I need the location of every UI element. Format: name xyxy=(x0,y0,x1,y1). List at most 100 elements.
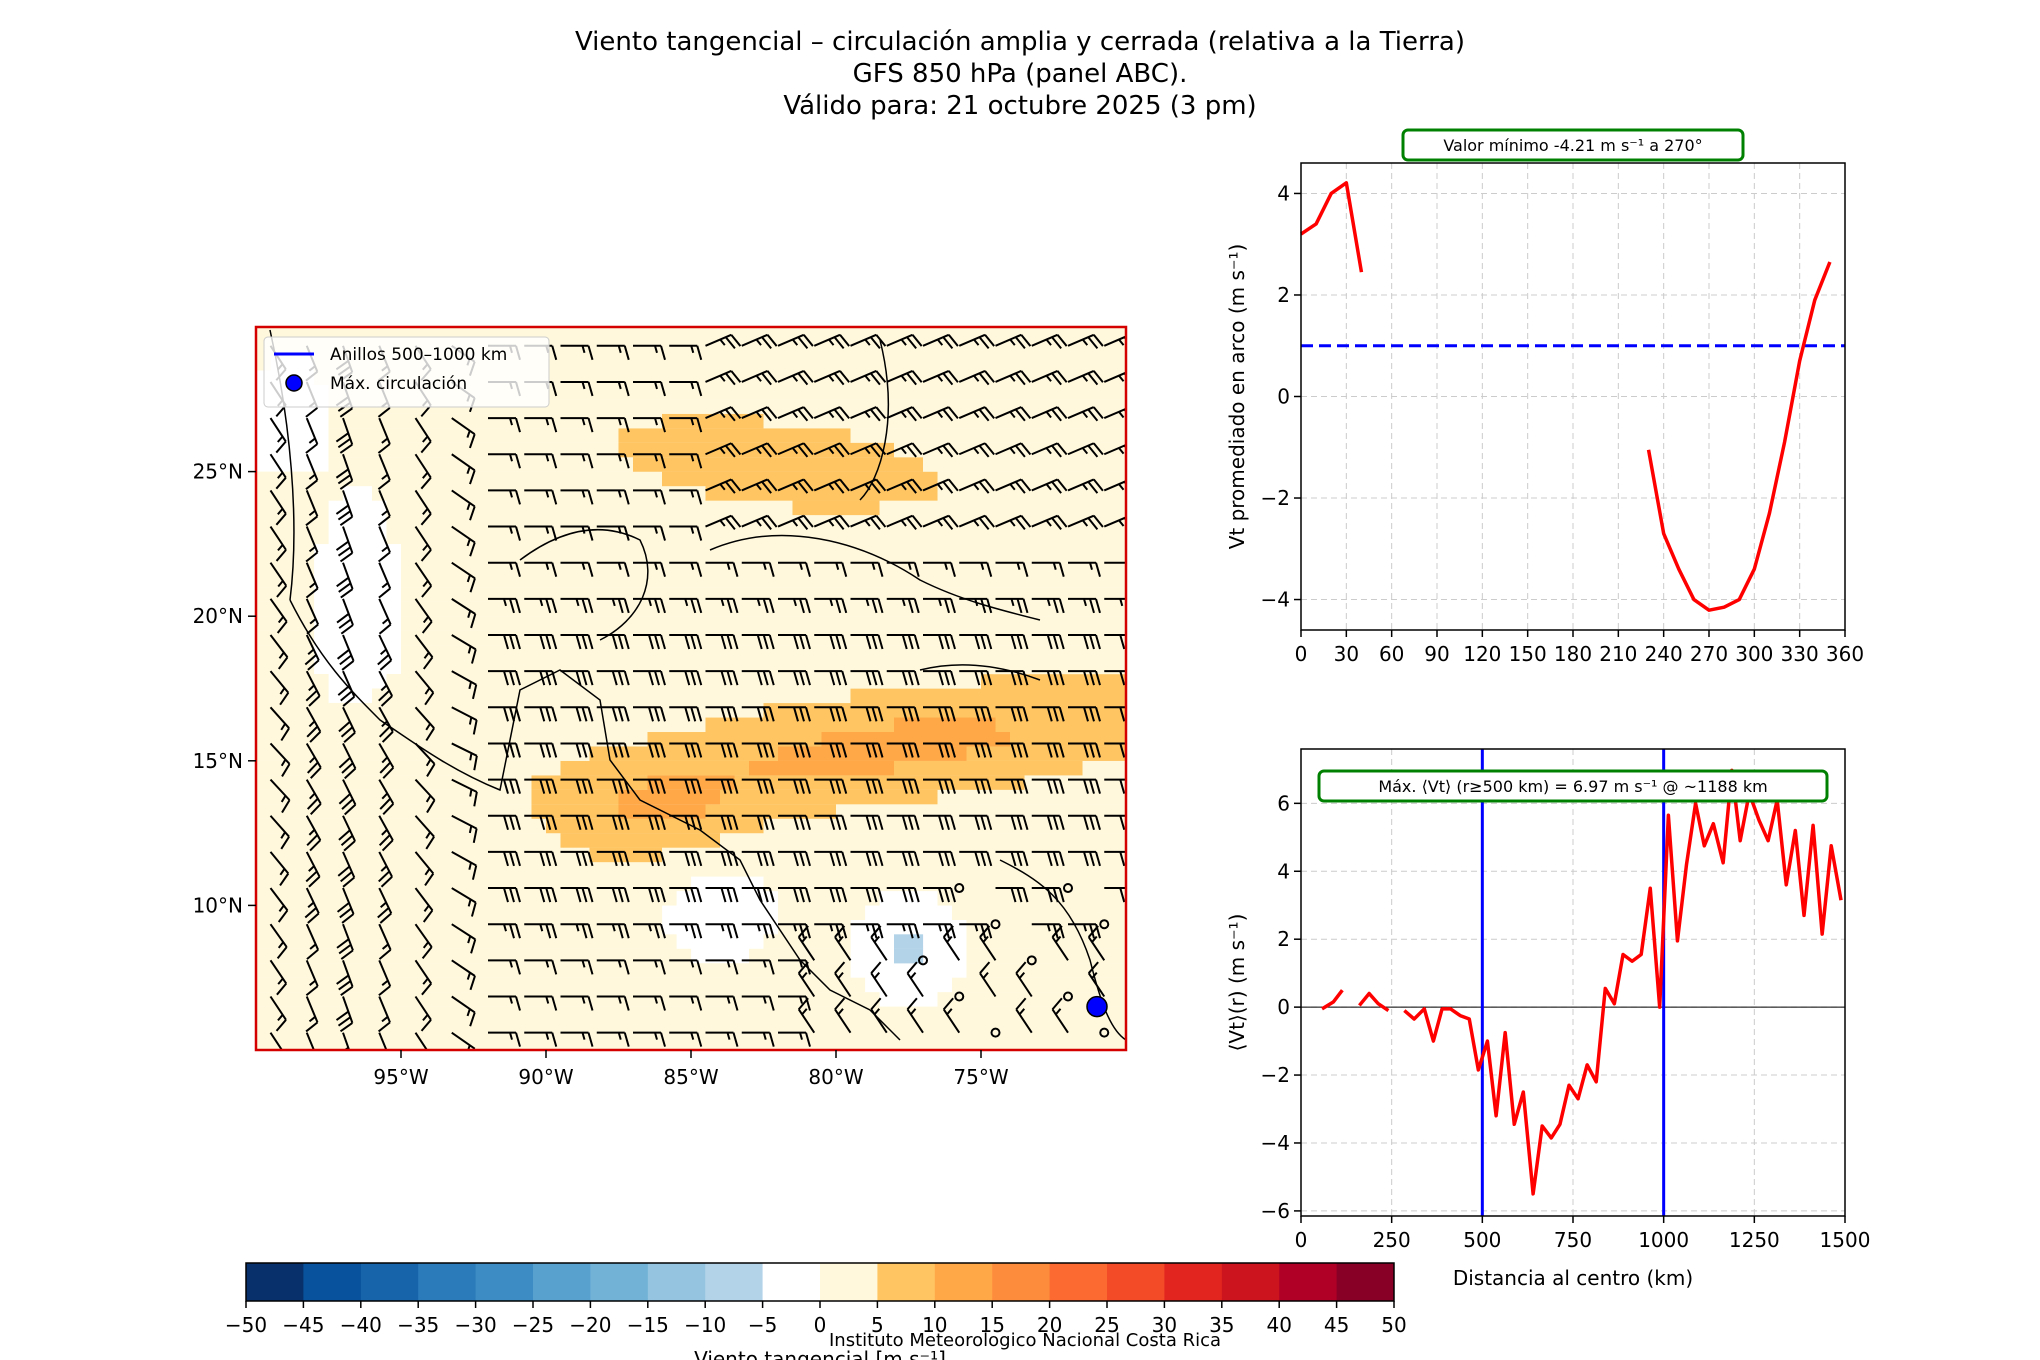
wind-barb xyxy=(886,706,920,722)
shading-cell xyxy=(444,876,460,892)
shading-cell xyxy=(995,384,1011,400)
shading-cell xyxy=(705,500,721,516)
shading-cell xyxy=(894,572,909,588)
wind-barb xyxy=(995,742,1029,758)
shading-cell xyxy=(299,760,315,776)
shading-cell xyxy=(1082,616,1098,631)
wind-barb xyxy=(669,670,703,686)
shading-cell xyxy=(720,1035,735,1050)
shading-cell xyxy=(415,775,431,790)
shading-cell xyxy=(444,818,460,834)
shading-cell xyxy=(314,1021,329,1036)
wind-barb xyxy=(669,344,703,361)
y-tick-label: −6 xyxy=(1261,1199,1290,1223)
shading-cell xyxy=(357,760,373,776)
shading-cell xyxy=(531,688,547,704)
shading-cell xyxy=(357,731,373,747)
shading-cell xyxy=(1097,327,1112,342)
wind-barb xyxy=(995,514,1032,530)
shading-cell xyxy=(807,384,822,400)
shading-cell xyxy=(531,717,547,733)
shading-cell xyxy=(1039,428,1054,443)
colorbar-segment xyxy=(934,1263,993,1301)
shading-cell xyxy=(299,948,315,964)
x-tick-label: 240 xyxy=(1645,642,1683,666)
shading-cell xyxy=(357,471,373,487)
shading-cell xyxy=(1111,1006,1126,1022)
colorbar-tick-label: 5 xyxy=(871,1313,884,1337)
shading-cell xyxy=(850,775,866,790)
shading-cell xyxy=(575,471,590,487)
colorbar-segment xyxy=(705,1263,764,1301)
wind-barb xyxy=(524,489,558,505)
wind-barb xyxy=(1067,333,1104,350)
shading-cell xyxy=(821,948,837,964)
shading-cell xyxy=(923,601,938,617)
shading-cell xyxy=(299,688,315,704)
shading-cell xyxy=(357,702,373,718)
shading-cell xyxy=(1068,1021,1083,1036)
shading-cell xyxy=(952,399,967,414)
shading-cell xyxy=(401,601,416,617)
shading-cell xyxy=(633,890,648,906)
wind-barb xyxy=(524,706,558,722)
shading-cell xyxy=(705,399,721,414)
shading-cell xyxy=(749,1035,764,1050)
shading-cell xyxy=(386,457,402,472)
coastline-florida xyxy=(859,339,890,501)
shading-cell xyxy=(502,572,518,588)
shading-cell xyxy=(285,616,300,631)
shading-cell xyxy=(705,847,721,863)
shading-cell xyxy=(981,616,996,631)
shading-cell xyxy=(1039,963,1054,978)
wind-barb xyxy=(813,369,850,386)
shading-cell xyxy=(937,616,953,631)
wind-barb xyxy=(813,406,850,422)
y-tick-label: −2 xyxy=(1261,1063,1290,1087)
shading-cell xyxy=(459,804,474,819)
wind-barb xyxy=(741,478,778,494)
shading-cell xyxy=(285,948,300,964)
shading-cell xyxy=(473,919,489,935)
shading-cell xyxy=(1053,760,1069,776)
shading-cell xyxy=(763,543,779,559)
shading-cell xyxy=(1097,818,1112,834)
shading-cell xyxy=(836,1035,851,1050)
shading-cell xyxy=(546,543,561,559)
shading-cell xyxy=(807,963,822,978)
shading-cell xyxy=(633,746,648,761)
wind-barb xyxy=(1103,407,1126,420)
shading-cell xyxy=(676,529,692,545)
shading-cell xyxy=(560,789,576,805)
shading-cell xyxy=(879,1006,895,1022)
shading-cell xyxy=(879,1021,895,1036)
shading-cell xyxy=(488,543,503,559)
wind-barb xyxy=(451,706,478,735)
shading-cell xyxy=(763,500,779,516)
shading-cell xyxy=(256,919,271,935)
shading-cell xyxy=(444,572,460,588)
shading-cell xyxy=(401,876,416,892)
shading-cell xyxy=(633,934,648,949)
map-x-tick-label: 75°W xyxy=(953,1065,1008,1089)
wind-barb xyxy=(596,887,630,903)
wind-barb xyxy=(1068,742,1101,758)
shading-cell xyxy=(705,746,721,761)
colorbar-tick-label: −35 xyxy=(397,1313,439,1337)
shading-cell xyxy=(836,616,851,631)
shading-cell xyxy=(357,905,373,920)
wind-barb xyxy=(814,742,848,758)
shading-cell xyxy=(343,1006,358,1022)
shading-cell xyxy=(430,630,445,646)
shading-cell xyxy=(1010,500,1025,516)
shading-cell xyxy=(459,616,474,631)
colorbar-segment xyxy=(1049,1263,1108,1301)
shading-cell xyxy=(618,471,634,487)
shading-cell xyxy=(908,370,924,385)
wind-barb xyxy=(942,997,961,1034)
shading-cell xyxy=(546,934,561,949)
shading-cell xyxy=(705,471,721,487)
shading-cell xyxy=(589,890,605,906)
wind-barb xyxy=(488,417,521,433)
wind-barb xyxy=(850,706,884,722)
